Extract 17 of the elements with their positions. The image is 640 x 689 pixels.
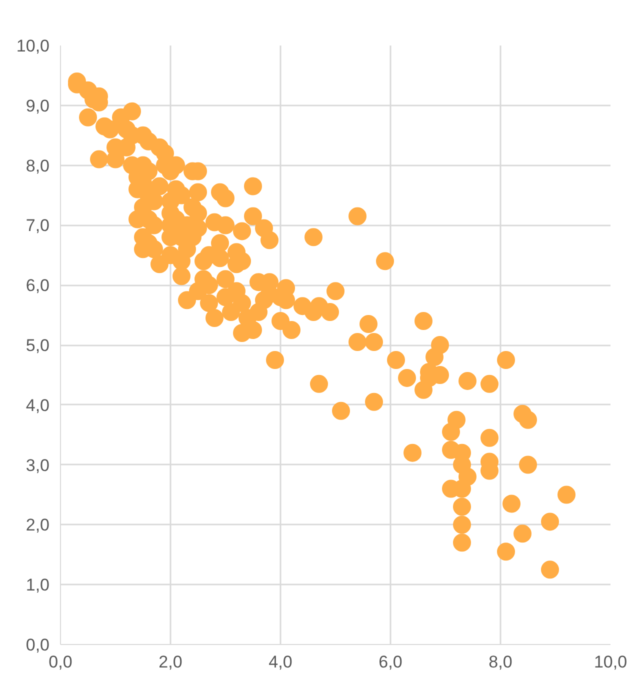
y-tick-label: 0,0 [26, 636, 50, 654]
y-tick-label: 5,0 [26, 336, 50, 355]
y-tick-label: 8,0 [26, 156, 50, 176]
x-tick-label: 0,0 [48, 652, 72, 672]
x-tick-label: 4,0 [268, 652, 292, 672]
y-tick-label: 2,0 [26, 516, 50, 535]
y-tick-label: 10,0 [16, 36, 50, 56]
y-tick-label: 1,0 [26, 576, 50, 595]
y-tick-label: 3,0 [26, 456, 50, 475]
x-tick-label: 2,0 [158, 652, 182, 672]
x-tick-label: 6,0 [378, 652, 402, 672]
x-tick-label: 10,0 [594, 652, 628, 672]
y-tick-label: 9,0 [26, 96, 50, 116]
x-tick-label: 8,0 [488, 652, 512, 672]
y-tick-label: 4,0 [26, 396, 50, 415]
y-tick-label: 6,0 [26, 276, 50, 296]
y-tick-label: 7,0 [26, 216, 50, 236]
